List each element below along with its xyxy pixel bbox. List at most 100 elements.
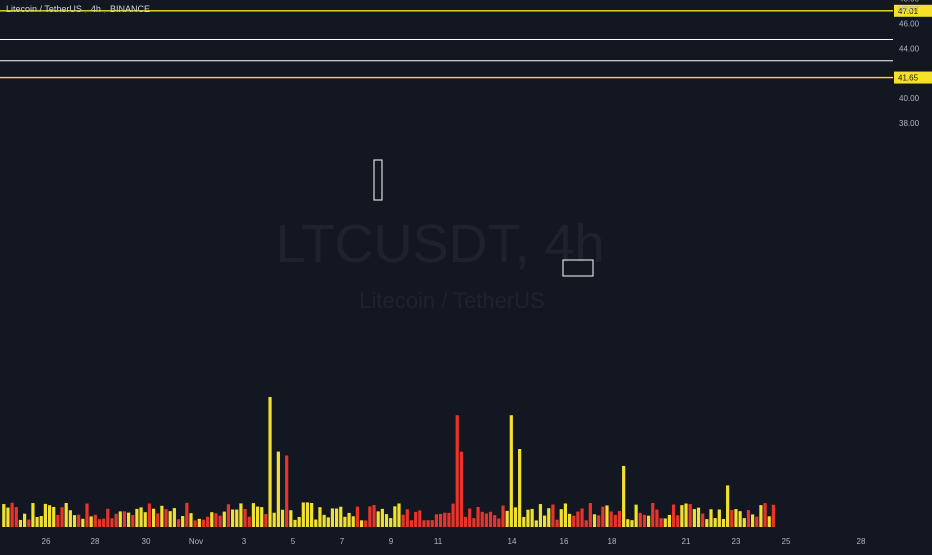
volume-bar: [526, 509, 530, 527]
volume-bar: [118, 511, 122, 527]
volume-bar: [214, 513, 218, 527]
volume-bar: [551, 504, 555, 527]
volume-bar: [667, 514, 671, 527]
volume-bar: [534, 520, 538, 527]
volume-bar: [592, 514, 597, 527]
volume-bar: [426, 520, 430, 527]
volume-bar: [39, 516, 43, 527]
x-tick-label: 30: [142, 537, 151, 546]
volume-bar: [738, 511, 742, 527]
volume-bar: [709, 509, 713, 527]
volume-bar: [705, 519, 709, 527]
volume-bar: [572, 515, 576, 527]
volume-bar: [255, 506, 260, 527]
volume-bar: [439, 513, 443, 527]
volume-bar: [276, 451, 280, 527]
volume-bar: [247, 516, 251, 527]
volume-bar: [147, 503, 151, 527]
volume-bar: [759, 505, 763, 527]
volume-bar: [605, 505, 609, 527]
volume-bar: [563, 503, 567, 527]
exchange: BINANCE: [109, 4, 150, 14]
volume-bar: [168, 511, 172, 527]
volume-bar: [201, 519, 206, 527]
volume-bar: [651, 502, 655, 527]
volume-bar: [567, 513, 572, 527]
volume-bar: [414, 511, 418, 527]
volume-bar: [584, 520, 588, 527]
volume-bar: [547, 508, 551, 527]
volume-bar: [480, 511, 484, 527]
level-price-tag: [894, 71, 932, 84]
volume-bar: [543, 515, 547, 527]
volume-bar: [260, 507, 264, 527]
x-tick-label: 21: [682, 537, 691, 546]
volume-bar: [285, 455, 289, 527]
volume-bar: [601, 506, 605, 527]
volume-bar: [305, 502, 310, 527]
volume-bar: [243, 509, 247, 527]
volume-bar: [501, 505, 505, 527]
volume-bar: [77, 514, 81, 527]
volume-bar: [497, 518, 501, 527]
volume-bar: [389, 518, 393, 527]
volume-bar: [106, 508, 110, 527]
volume-bar: [771, 504, 775, 527]
x-tick-label: 3: [242, 537, 247, 546]
x-tick-label: 18: [608, 537, 617, 546]
volume-bar: [676, 515, 680, 527]
volume-bar: [164, 509, 168, 527]
y-tick-label: 48.00: [899, 0, 920, 3]
volume-bar: [647, 515, 651, 527]
volume-bar: [576, 511, 580, 527]
volume-bar: [443, 512, 447, 527]
symbol-name: Litecoin / TetherUS: [6, 4, 82, 14]
volume-bar: [538, 504, 543, 527]
volume-bar: [746, 510, 751, 527]
volume-bar: [160, 505, 164, 527]
volume-bar: [289, 510, 293, 527]
volume-bar: [368, 506, 372, 527]
volume-bar: [409, 520, 414, 527]
volume-bar: [730, 509, 734, 527]
x-tick-label: 14: [508, 537, 517, 546]
volume-bar: [131, 515, 135, 527]
volume-bar: [335, 508, 339, 527]
volume-bar: [347, 512, 351, 527]
volume-bar: [251, 503, 255, 527]
volume-bar: [193, 520, 197, 527]
volume-bar: [189, 513, 193, 527]
volume-bar: [239, 503, 243, 527]
volume-bar: [293, 519, 297, 527]
volume-bar: [64, 502, 68, 527]
volume-bar: [459, 451, 463, 527]
volume-bar: [359, 520, 364, 527]
volume-bar: [713, 518, 717, 527]
volume-bar: [555, 519, 559, 527]
volume-bar: [210, 512, 214, 527]
volume-bar: [135, 508, 139, 527]
volume-bar: [617, 510, 622, 527]
volume-bar: [397, 503, 401, 527]
volume-bar: [156, 513, 160, 527]
volume-bar: [6, 507, 10, 527]
volume-bar: [659, 518, 663, 527]
volume-bar: [680, 505, 684, 527]
watermark-name: Litecoin / TetherUS: [359, 288, 544, 313]
volume-bar: [52, 506, 56, 527]
x-tick-label: 26: [42, 537, 51, 546]
volume-bar: [380, 508, 384, 527]
volume-bar: [18, 519, 23, 527]
volume-bar: [626, 519, 630, 527]
volume-bar: [143, 512, 147, 527]
volume-bar: [181, 515, 185, 527]
volume-bar: [339, 506, 343, 527]
volume-bar: [351, 516, 355, 527]
volume-bar: [513, 507, 518, 527]
volume-bar: [701, 513, 705, 527]
volume-bar: [81, 518, 85, 527]
volume-bar: [68, 510, 72, 527]
volume-bar: [114, 513, 118, 527]
